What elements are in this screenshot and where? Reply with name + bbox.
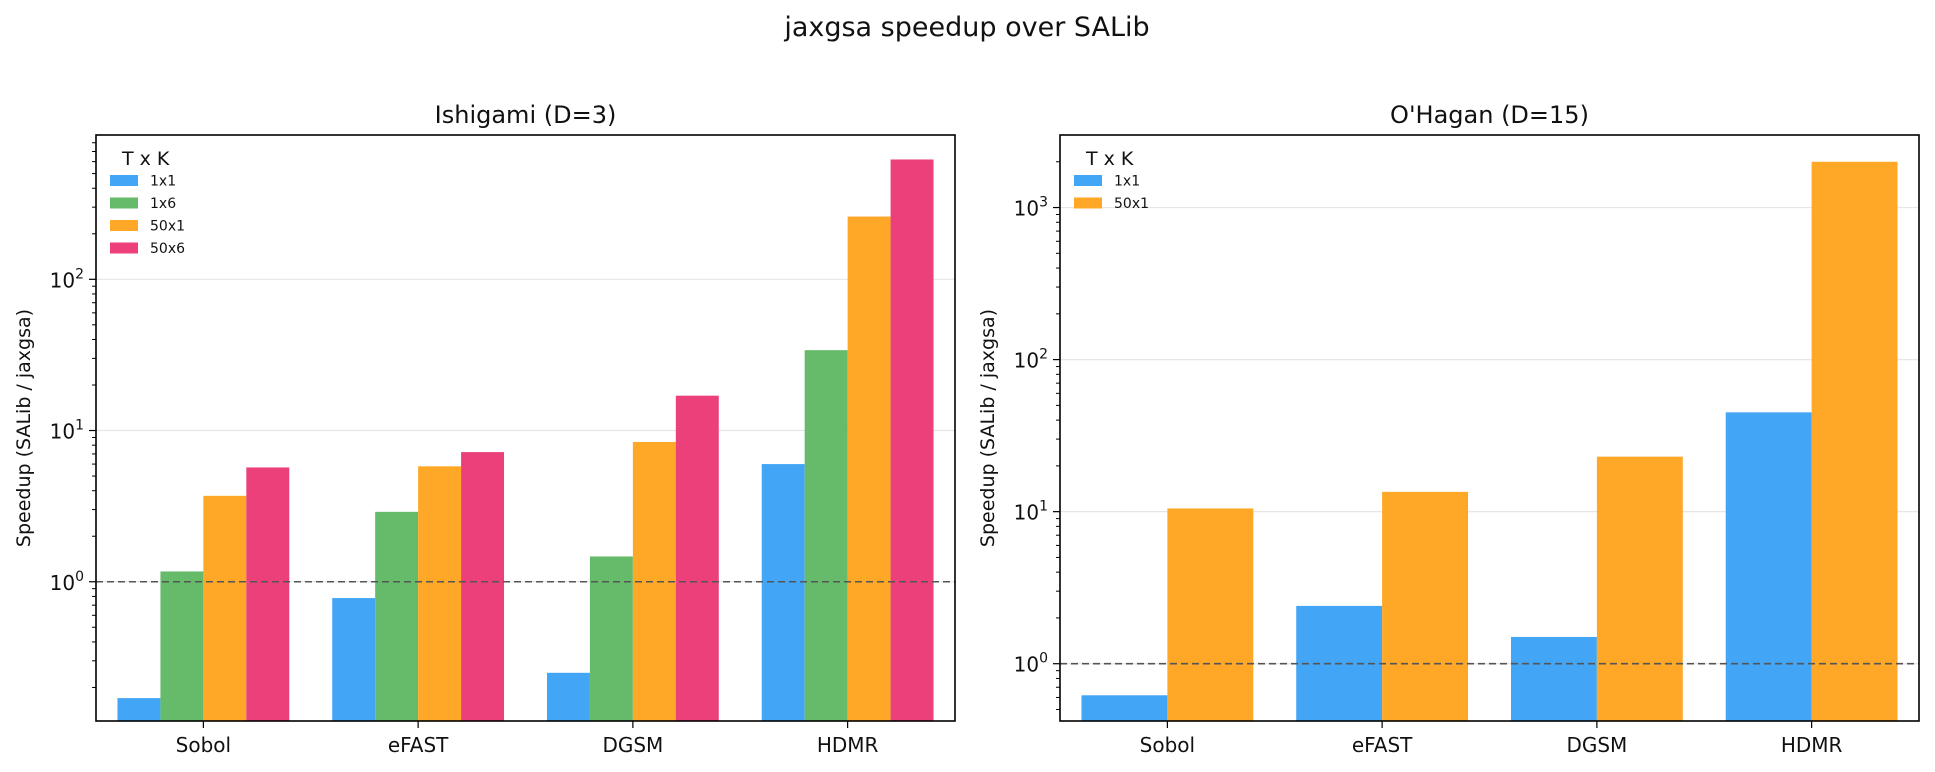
y-tick-label: 100 bbox=[50, 569, 84, 595]
bar-sobol-1x1 bbox=[117, 698, 161, 721]
bar-sobol-1x6 bbox=[160, 571, 204, 721]
y-tick-label: 101 bbox=[50, 418, 84, 444]
x-tick-label-efast: eFAST bbox=[388, 733, 449, 757]
bar-dgsm-1x1 bbox=[1510, 636, 1597, 721]
x-tick-label-dgsm: DGSM bbox=[602, 733, 663, 757]
chart-title: Ishigami (D=3) bbox=[435, 101, 617, 129]
y-axis-label: Speedup (SALib / jaxgsa) bbox=[13, 309, 35, 547]
bar-hdmr-1x1 bbox=[1725, 412, 1812, 721]
axes-frame bbox=[1059, 134, 1920, 722]
x-tick-label-sobol: Sobol bbox=[1140, 733, 1195, 757]
legend-label-50x1: 50x1 bbox=[150, 219, 185, 235]
legend-label-50x6: 50x6 bbox=[150, 241, 185, 257]
bar-hdmr-1x1 bbox=[761, 464, 805, 721]
x-tick-label-dgsm: DGSM bbox=[1566, 733, 1627, 757]
y-tick-label: 103 bbox=[1014, 195, 1048, 221]
y-tick-label: 101 bbox=[1014, 499, 1048, 525]
bar-efast-50x1 bbox=[1382, 491, 1469, 721]
x-tick-label-sobol: Sobol bbox=[176, 733, 231, 757]
bar-dgsm-1x6 bbox=[589, 556, 633, 721]
bar-efast-1x1 bbox=[332, 598, 376, 721]
bar-sobol-50x1 bbox=[203, 495, 247, 721]
bar-dgsm-50x6 bbox=[675, 395, 719, 721]
y-tick-label: 102 bbox=[50, 266, 84, 292]
legend-swatch-1x1 bbox=[1074, 175, 1102, 186]
legend: T x K 1x1 1x6 50x1 50x6 bbox=[110, 148, 185, 257]
bar-dgsm-1x1 bbox=[546, 672, 590, 721]
bar-dgsm-50x1 bbox=[1596, 456, 1683, 721]
legend-swatch-50x6 bbox=[110, 242, 138, 254]
legend-label-1x1: 1x1 bbox=[1114, 174, 1140, 190]
bar-sobol-50x1 bbox=[1167, 508, 1254, 721]
legend-swatch-1x1 bbox=[110, 175, 138, 186]
figure-title: jaxgsa speedup over SALib bbox=[783, 12, 1149, 43]
x-tick-label-hdmr: HDMR bbox=[817, 733, 879, 757]
x-tick-label-hdmr: HDMR bbox=[1781, 733, 1843, 757]
legend-label-1x1: 1x1 bbox=[150, 174, 176, 190]
legend-swatch-50x1 bbox=[110, 220, 138, 231]
bar-hdmr-1x6 bbox=[804, 350, 848, 721]
bar-hdmr-50x6 bbox=[890, 159, 934, 721]
y-tick-label: 102 bbox=[1014, 347, 1048, 373]
chart-ishigami: 100 101 102 Sobol eFAST DGSM HDMR Ishigami (D=3… bbox=[13, 101, 956, 757]
y-axis-label: Speedup (SALib / jaxgsa) bbox=[977, 309, 999, 547]
legend-label-50x1: 50x1 bbox=[1114, 196, 1149, 212]
legend: T x K 1x1 50x1 bbox=[1074, 148, 1149, 212]
x-tick-label-efast: eFAST bbox=[1352, 733, 1413, 757]
y-tick-label: 100 bbox=[1014, 651, 1048, 677]
bar-hdmr-50x1 bbox=[1811, 161, 1898, 722]
bar-efast-50x6 bbox=[461, 452, 505, 721]
legend-label-1x6: 1x6 bbox=[150, 196, 176, 212]
bar-efast-50x1 bbox=[418, 466, 462, 721]
bar-hdmr-50x1 bbox=[847, 216, 891, 722]
legend-title: T x K bbox=[1085, 148, 1134, 170]
bar-sobol-50x6 bbox=[246, 467, 290, 721]
legend-swatch-50x1 bbox=[1074, 197, 1102, 209]
chart-ohagan: 100 101 102 103 Sobol eFAST DGSM HDMR O'Hagan (D… bbox=[977, 101, 1920, 757]
bar-efast-1x6 bbox=[375, 511, 419, 721]
bar-sobol-1x1 bbox=[1081, 695, 1168, 721]
chart-title: O'Hagan (D=15) bbox=[1390, 101, 1589, 129]
axes-frame bbox=[95, 134, 956, 722]
legend-swatch-1x6 bbox=[110, 197, 138, 209]
legend-title: T x K bbox=[121, 148, 170, 170]
